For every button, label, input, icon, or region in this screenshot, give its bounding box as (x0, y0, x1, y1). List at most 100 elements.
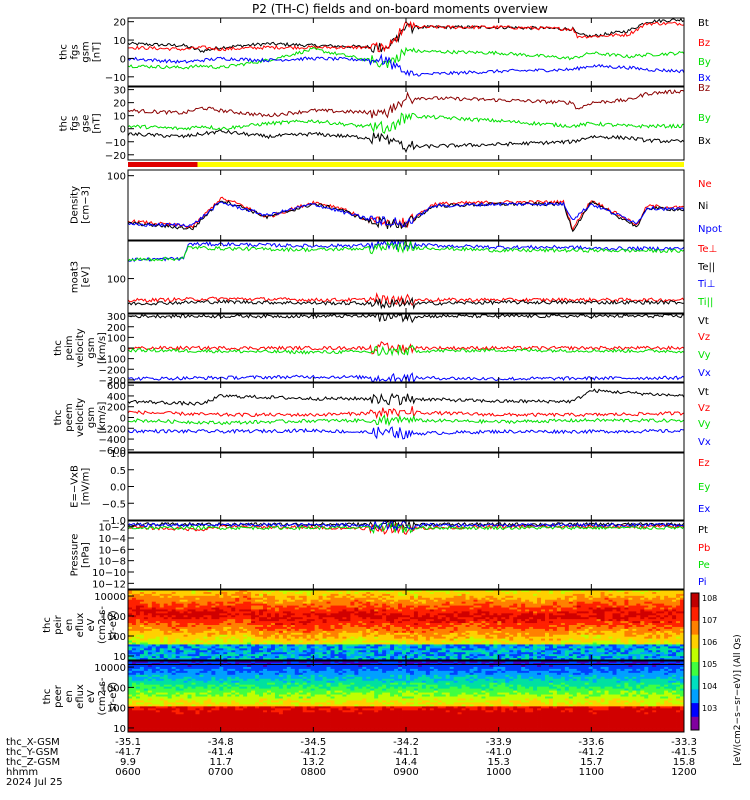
heatmap-cell (421, 632, 427, 636)
heatmap-cell (406, 611, 411, 614)
heatmap-cell (568, 644, 574, 647)
heatmap-cell (469, 636, 474, 640)
heatmap-cell (461, 636, 466, 640)
heatmap-cell (358, 650, 363, 653)
heatmap-cell (409, 626, 415, 630)
heatmap-cell (552, 613, 558, 616)
heatmap-cell (378, 617, 383, 620)
heatmap-cell (338, 611, 343, 614)
heatmap-cell (588, 603, 594, 606)
heatmap-cell (505, 644, 510, 647)
heatmap-cell (421, 601, 427, 605)
heatmap-cell (342, 656, 347, 659)
heatmap-cell (338, 605, 343, 608)
heatmap-cell (195, 654, 200, 657)
heatmap-cell (290, 615, 296, 618)
heatmap-cell (394, 625, 399, 628)
heatmap-cell (215, 654, 220, 657)
heatmap-cell (378, 619, 383, 622)
heatmap-cell (398, 619, 403, 622)
heatmap-cell (545, 644, 550, 647)
heatmap-cell (497, 593, 502, 597)
heatmap-cell (588, 609, 594, 612)
heatmap-cell (211, 595, 216, 599)
heatmap-cell (564, 625, 570, 628)
heatmap-cell (529, 591, 534, 595)
heatmap-cell (592, 615, 598, 618)
heatmap-cell (437, 652, 443, 655)
heatmap-cell (394, 605, 399, 608)
heatmap-cell (314, 597, 320, 601)
heatmap-cell (529, 640, 534, 643)
heatmap-cell (441, 609, 447, 612)
heatmap-cell (191, 644, 196, 647)
heatmap-cell (465, 630, 470, 634)
heatmap-cell (128, 652, 133, 655)
heatmap-cell (159, 595, 165, 599)
heatmap-cell (604, 656, 609, 659)
heatmap-cell (390, 621, 395, 624)
heatmap-cell (231, 607, 236, 610)
heatmap-cell (509, 591, 514, 595)
heatmap-cell (656, 628, 661, 632)
legend-Vx: Vx (698, 368, 711, 379)
heatmap-cell (441, 634, 447, 638)
heatmap-cell (402, 603, 407, 606)
heatmap-cell (588, 652, 594, 655)
heatmap-cell (143, 615, 149, 618)
heatmap-cell (576, 617, 582, 620)
heatmap-cell (147, 650, 153, 653)
heatmap-cell (239, 628, 244, 632)
heatmap-cell (477, 632, 482, 636)
heatmap-cell (568, 621, 574, 624)
heatmap-cell (644, 597, 649, 601)
heatmap-cell (545, 593, 550, 597)
heatmap-cell (203, 621, 208, 624)
heatmap-cell (604, 644, 609, 647)
heatmap-cell (131, 634, 137, 638)
heatmap-cell (211, 613, 216, 616)
heatmap-cell (604, 648, 609, 651)
heatmap-cell (461, 630, 466, 634)
heatmap-cell (409, 593, 415, 597)
heatmap-cell (421, 634, 427, 638)
heatmap-cell (187, 644, 192, 647)
heatmap-cell (135, 658, 141, 661)
heatmap-cell (529, 623, 534, 626)
heatmap-cell (592, 605, 598, 608)
heatmap-cell (207, 650, 212, 653)
heatmap-cell (183, 605, 188, 608)
heatmap-cell (274, 640, 280, 643)
heatmap-cell (171, 609, 177, 612)
heatmap-cell (441, 658, 447, 661)
heatmap-cell (203, 636, 208, 640)
heatmap-cell (223, 609, 228, 612)
heatmap-cell (128, 593, 133, 597)
heatmap-cell (425, 603, 431, 606)
heatmap-cell (580, 593, 586, 597)
heatmap-cell (199, 630, 204, 634)
heatmap-cell (314, 642, 320, 645)
heatmap-cell (453, 611, 459, 614)
heatmap-cell (441, 630, 447, 634)
heatmap-cell (243, 601, 248, 605)
heatmap-cell (489, 613, 494, 616)
heatmap-cell (243, 619, 248, 622)
heatmap-cell (525, 590, 530, 593)
heatmap-cell (445, 648, 451, 651)
heatmap-cell (433, 634, 439, 638)
heatmap-cell (636, 623, 641, 626)
heatmap-cell (604, 646, 609, 649)
heatmap-cell (489, 654, 494, 657)
heatmap-cell (350, 632, 355, 636)
heatmap-cell (644, 599, 649, 603)
heatmap-cell (350, 654, 355, 657)
heatmap-cell (314, 599, 320, 603)
heatmap-cell (576, 619, 582, 622)
heatmap-cell (441, 623, 447, 626)
heatmap-cell (155, 591, 161, 595)
heatmap-cell (183, 617, 188, 620)
heatmap-cell (211, 619, 216, 622)
heatmap-cell (481, 642, 486, 645)
heatmap-cell (596, 630, 601, 634)
